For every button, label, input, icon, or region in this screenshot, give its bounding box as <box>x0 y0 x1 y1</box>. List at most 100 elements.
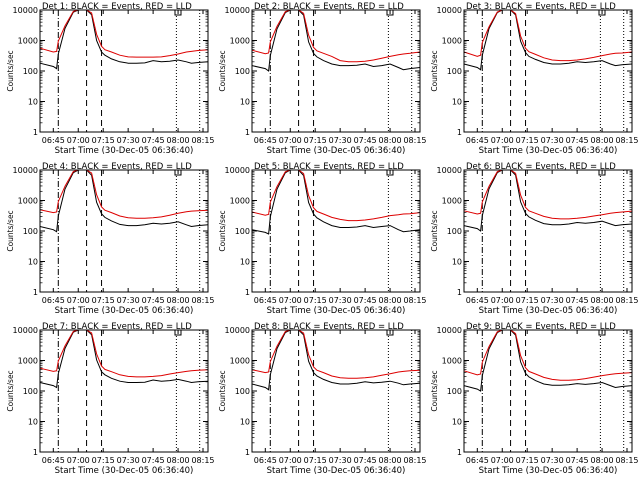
x-tick-label: 07:30 <box>117 296 140 305</box>
x-tick-label: 07:15 <box>516 136 539 145</box>
y-tick-label: 100 <box>235 227 250 236</box>
y-axis-label: Counts/sec <box>6 370 15 411</box>
x-tick-label: 08:00 <box>379 296 402 305</box>
x-tick-label: 07:00 <box>491 296 514 305</box>
events-series <box>251 9 421 72</box>
x-tick-label: 08:00 <box>591 296 614 305</box>
lld-series <box>39 329 209 378</box>
y-tick-label: 100 <box>235 67 250 76</box>
y-tick-label: 100 <box>23 227 38 236</box>
panel-title: Det 8: BLACK = Events, RED = LLD <box>254 322 404 332</box>
panel-title: Det 7: BLACK = Events, RED = LLD <box>42 322 192 332</box>
y-tick-label: 100 <box>447 227 462 236</box>
x-tick-label: 07:45 <box>566 296 589 305</box>
y-tick-label: 10 <box>28 418 38 427</box>
y-tick-label: 10 <box>28 98 38 107</box>
lld-series <box>463 329 633 381</box>
x-tick-label: 07:00 <box>279 296 302 305</box>
events-series <box>39 9 209 70</box>
y-tick-label: 1 <box>33 288 38 297</box>
panel-title: Det 3: BLACK = Events, RED = LLD <box>466 2 616 12</box>
y-tick-label: 100 <box>235 387 250 396</box>
x-tick-label: 07:15 <box>304 136 327 145</box>
panel-det-6: 06:45 07:00 07:15 07:30 07:45 08:00 08:15 1 10 10… <box>430 162 639 316</box>
x-tick-label: 07:00 <box>279 136 302 145</box>
events-series <box>251 169 421 235</box>
x-tick-label: 07:30 <box>329 136 352 145</box>
x-axis-label: Start Time (30-Dec-05 06:36:40) <box>267 466 406 476</box>
y-tick-label: 10 <box>240 418 250 427</box>
events-series <box>39 169 209 233</box>
y-tick-label: 1000 <box>442 357 462 366</box>
y-tick-label: 10000 <box>13 6 38 15</box>
y-tick-label: 1000 <box>230 197 250 206</box>
y-axis-label: Counts/sec <box>6 50 15 91</box>
y-tick-label: 10000 <box>437 326 462 335</box>
y-tick-label: 10000 <box>225 166 250 175</box>
y-tick-label: 1 <box>33 448 38 457</box>
panel-title: Det 1: BLACK = Events, RED = LLD <box>42 2 192 12</box>
x-axis-label: Start Time (30-Dec-05 06:36:40) <box>479 146 618 156</box>
panel-title: Det 6: BLACK = Events, RED = LLD <box>466 162 616 172</box>
y-tick-label: 10 <box>28 258 38 267</box>
y-tick-label: 10000 <box>225 326 250 335</box>
x-tick-label: 08:15 <box>615 456 638 465</box>
y-tick-label: 1000 <box>442 197 462 206</box>
x-axis-label: Start Time (30-Dec-05 06:36:40) <box>267 306 406 316</box>
y-axis-label: Counts/sec <box>430 370 439 411</box>
x-tick-label: 07:45 <box>566 136 589 145</box>
y-tick-label: 10000 <box>437 6 462 15</box>
panel-det-3: 06:45 07:00 07:15 07:30 07:45 08:00 08:15 1 10 10… <box>430 2 639 156</box>
panel-det-8: 06:45 07:00 07:15 07:30 07:45 08:00 08:15 1 10 10… <box>218 322 427 476</box>
x-tick-label: 07:30 <box>541 296 564 305</box>
x-tick-label: 08:15 <box>615 296 638 305</box>
events-series <box>251 329 421 391</box>
x-tick-label: 07:45 <box>142 296 165 305</box>
lld-series <box>39 9 209 58</box>
lld-series <box>463 169 633 220</box>
x-tick-label: 06:45 <box>466 456 489 465</box>
x-tick-label: 07:45 <box>142 136 165 145</box>
x-tick-label: 07:15 <box>92 296 115 305</box>
y-tick-label: 100 <box>23 67 38 76</box>
x-tick-label: 08:00 <box>379 456 402 465</box>
x-tick-label: 07:30 <box>541 136 564 145</box>
y-tick-label: 1000 <box>18 357 38 366</box>
x-tick-label: 07:45 <box>354 136 377 145</box>
panel-det-7: 06:45 07:00 07:15 07:30 07:45 08:00 08:15 1 10 10… <box>6 322 215 476</box>
y-tick-label: 10 <box>452 258 462 267</box>
y-tick-label: 1 <box>457 288 462 297</box>
y-tick-label: 1 <box>245 288 250 297</box>
y-tick-label: 100 <box>447 387 462 396</box>
x-tick-label: 06:45 <box>42 136 65 145</box>
x-tick-label: 08:00 <box>379 136 402 145</box>
y-tick-label: 1000 <box>18 197 38 206</box>
x-tick-label: 07:00 <box>67 136 90 145</box>
x-tick-label: 07:15 <box>516 296 539 305</box>
y-tick-label: 10 <box>240 98 250 107</box>
events-series <box>463 329 633 392</box>
x-tick-label: 07:00 <box>67 296 90 305</box>
x-tick-label: 07:00 <box>67 456 90 465</box>
x-tick-label: 08:00 <box>591 136 614 145</box>
x-tick-label: 07:45 <box>354 296 377 305</box>
x-tick-label: 07:15 <box>304 456 327 465</box>
y-axis-label: Counts/sec <box>218 50 227 91</box>
panel-det-9: 06:45 07:00 07:15 07:30 07:45 08:00 08:15 1 10 10… <box>430 322 639 476</box>
y-tick-label: 10 <box>452 98 462 107</box>
panel-title: Det 4: BLACK = Events, RED = LLD <box>42 162 192 172</box>
y-tick-label: 1 <box>457 128 462 137</box>
y-tick-label: 1 <box>245 128 250 137</box>
x-tick-label: 08:15 <box>403 136 426 145</box>
x-axis-label: Start Time (30-Dec-05 06:36:40) <box>55 466 194 476</box>
x-tick-label: 06:45 <box>254 456 277 465</box>
y-tick-label: 10 <box>452 418 462 427</box>
x-tick-label: 07:00 <box>491 136 514 145</box>
events-series <box>463 169 633 232</box>
x-tick-label: 07:15 <box>304 296 327 305</box>
y-tick-label: 100 <box>23 387 38 396</box>
x-tick-label: 06:45 <box>42 456 65 465</box>
panel-det-2: 06:45 07:00 07:15 07:30 07:45 08:00 08:15 1 10 10… <box>218 2 427 156</box>
y-tick-label: 10000 <box>13 166 38 175</box>
x-tick-label: 07:30 <box>329 456 352 465</box>
